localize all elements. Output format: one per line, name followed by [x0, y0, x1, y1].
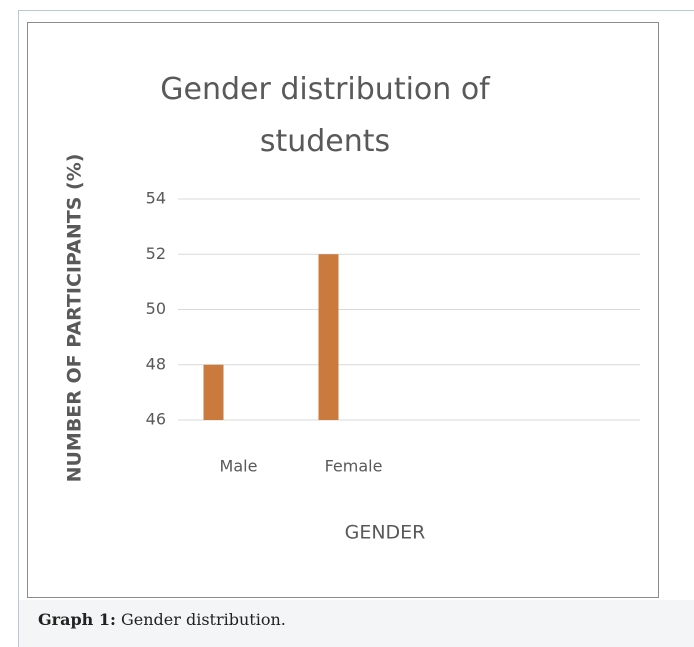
caption: Graph 1: Gender distribution.: [38, 610, 286, 629]
chart: GENDER NUMBER OF PARTICIPANTS (%) 46 48 50…: [64, 154, 640, 544]
x-tick-label: Female: [325, 457, 383, 476]
bar: [318, 254, 339, 420]
chart-title: Gender distribution of students: [160, 72, 490, 159]
bar: [203, 364, 224, 420]
y-tick-label: 54: [146, 189, 166, 208]
y-tick-label: 50: [146, 299, 166, 318]
x-tick-label: Male: [220, 457, 258, 476]
caption-text: Gender distribution.: [120, 610, 286, 629]
y-tick-label: 52: [146, 244, 166, 263]
y-tick-label: 46: [146, 410, 166, 429]
figure-frame: [18, 10, 694, 647]
y-tick-label: 48: [146, 354, 166, 373]
x-axis-label: GENDER: [345, 522, 426, 544]
chart-box: [27, 22, 659, 598]
y-axis-label: NUMBER OF PARTICIPANTS (%): [64, 154, 86, 483]
caption-label: Graph 1:: [38, 610, 116, 629]
caption-band: [19, 600, 694, 647]
